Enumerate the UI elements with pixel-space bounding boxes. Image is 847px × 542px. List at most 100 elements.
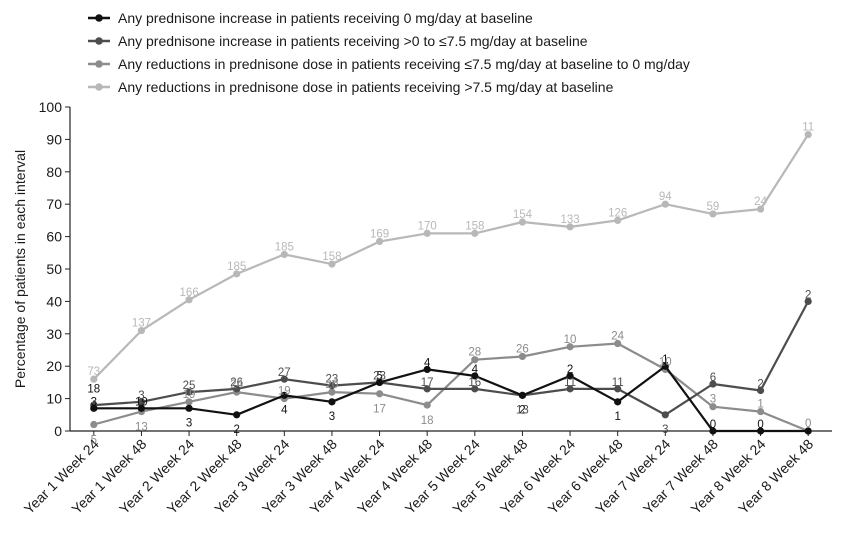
data-point <box>756 427 765 435</box>
data-label: 4 <box>472 364 479 376</box>
data-label: 133 <box>560 214 579 226</box>
data-label: 158 <box>322 251 341 263</box>
data-point <box>518 352 527 361</box>
data-label: 0 <box>757 419 763 431</box>
data-label: 17 <box>421 377 434 389</box>
y-tick-label: 70 <box>46 196 62 212</box>
data-label: 4 <box>424 357 431 369</box>
data-label: 158 <box>465 220 484 232</box>
data-point <box>614 216 622 224</box>
data-label: 1 <box>614 411 620 423</box>
data-point <box>471 356 479 364</box>
data-point <box>756 205 765 213</box>
data-label: 24 <box>754 196 767 208</box>
y-tick-label: 80 <box>46 164 62 180</box>
data-label: 1 <box>662 354 668 366</box>
data-label: 2 <box>757 379 763 391</box>
data-point <box>661 411 669 419</box>
data-point <box>661 200 669 208</box>
data-label: 11 <box>612 377 624 389</box>
series-1 <box>90 362 812 435</box>
data-point <box>566 343 574 351</box>
data-label: 3 <box>662 424 668 436</box>
data-label: 6 <box>710 372 716 384</box>
data-point <box>185 296 193 304</box>
data-label: 94 <box>659 191 672 203</box>
series-line <box>93 365 809 433</box>
data-point <box>90 404 98 412</box>
data-point <box>375 390 384 398</box>
legend: Any prednisone increase in patients rece… <box>88 10 690 95</box>
data-label: 26 <box>230 377 243 389</box>
data-label: 11 <box>802 122 814 134</box>
data-label: 185 <box>227 261 246 273</box>
data-label: 4 <box>281 404 288 416</box>
data-label: 13 <box>135 422 148 434</box>
data-point <box>90 420 98 429</box>
legend-marker <box>95 60 103 68</box>
data-point <box>233 385 241 393</box>
data-label: 23 <box>373 370 386 382</box>
data-label: 3 <box>138 390 144 402</box>
data-label: 126 <box>608 207 627 219</box>
data-label: 2 <box>567 364 573 376</box>
data-point <box>328 260 336 268</box>
data-label: 3 <box>186 417 192 429</box>
data-point <box>518 218 527 226</box>
data-label: 19 <box>135 396 148 408</box>
data-point <box>709 427 717 435</box>
data-label: 19 <box>183 389 196 401</box>
data-point <box>185 404 193 412</box>
y-tick-label: 0 <box>54 423 62 439</box>
data-label: 154 <box>513 209 533 221</box>
data-label: 20 <box>326 379 339 391</box>
data-label: 13 <box>516 404 529 416</box>
legend-marker <box>95 37 103 45</box>
data-point <box>709 403 717 411</box>
data-point <box>566 372 574 380</box>
legend-marker <box>95 83 103 91</box>
data-point <box>375 237 384 246</box>
data-point <box>328 382 336 390</box>
data-point <box>423 365 431 374</box>
data-point <box>756 386 765 395</box>
legend-marker <box>95 14 103 22</box>
data-point <box>185 398 193 406</box>
y-tick-label: 20 <box>46 358 62 374</box>
data-label: 137 <box>132 318 151 330</box>
data-point <box>804 130 812 139</box>
data-label: 2 <box>519 404 525 416</box>
data-point <box>471 372 479 380</box>
data-label: 5 <box>376 370 382 382</box>
series-4 <box>90 130 812 383</box>
data-label: 3 <box>710 394 716 406</box>
data-point <box>614 398 622 406</box>
data-point <box>185 388 193 396</box>
legend-entry: Any prednisone increase in patients rece… <box>118 10 533 26</box>
data-point <box>280 375 288 383</box>
y-tick-label: 40 <box>46 293 62 309</box>
data-point <box>804 297 812 305</box>
data-label: 19 <box>278 386 291 398</box>
data-point <box>518 391 527 399</box>
data-point <box>137 398 146 406</box>
data-point <box>233 270 241 278</box>
data-point <box>661 362 669 370</box>
data-point <box>137 326 146 335</box>
data-point <box>280 391 288 399</box>
y-tick-label: 10 <box>46 391 62 407</box>
data-label: 0 <box>710 419 716 431</box>
data-point <box>375 378 384 386</box>
data-point <box>280 250 288 259</box>
data-point <box>566 223 574 231</box>
data-label: 28 <box>468 347 481 359</box>
y-tick-label: 90 <box>46 131 62 147</box>
legend-entry: Any reductions in prednisone dose in pat… <box>118 56 690 72</box>
data-label: 27 <box>278 367 291 379</box>
y-tick-label: 60 <box>46 229 62 245</box>
data-point <box>328 398 336 406</box>
legend-entry: Any prednisone increase in patients rece… <box>118 33 588 49</box>
data-label: 5 <box>91 435 97 447</box>
data-point <box>804 427 812 435</box>
